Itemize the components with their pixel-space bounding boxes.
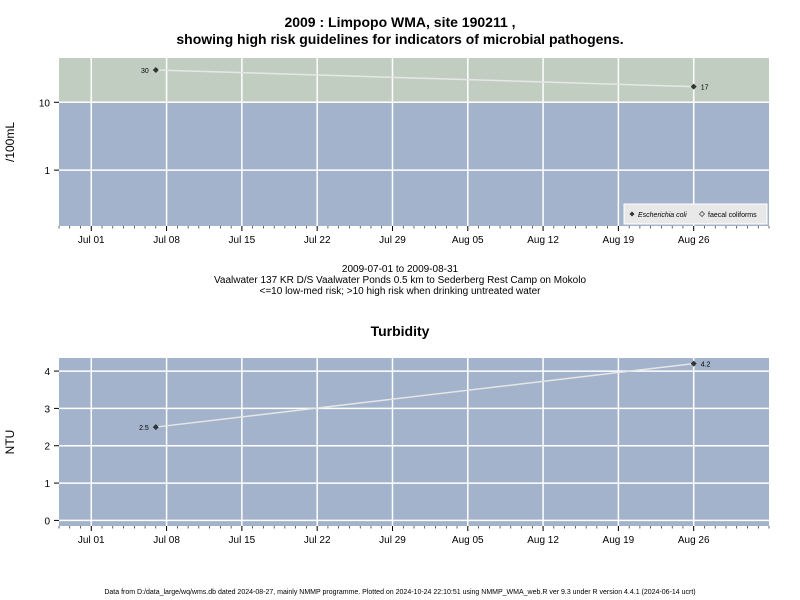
- x-tick-label: Jul 22: [304, 535, 331, 546]
- y-tick-label: 1: [44, 479, 50, 490]
- x-tick-label: Aug 05: [452, 235, 484, 246]
- y-tick-label: 0: [44, 516, 50, 527]
- x-tick-label: Jul 22: [304, 235, 331, 246]
- x-tick-label: Jul 15: [229, 535, 256, 546]
- x-tick-label: Jul 29: [379, 235, 406, 246]
- x-tick-label: Aug 26: [678, 235, 710, 246]
- risk-note-text: <=10 low-med risk; >10 high risk when dr…: [259, 286, 541, 297]
- panel-microbial: Jul 01 Jul 08 Jul 15 Jul 22 Jul 29 Aug 05 Aug …: [3, 58, 770, 246]
- data-label: 4.2: [701, 362, 711, 369]
- y-axis-label: NTU: [3, 430, 17, 455]
- data-point: [690, 83, 697, 90]
- x-tick-label: Aug 12: [527, 235, 559, 246]
- y-tick-label: 1: [44, 166, 50, 177]
- panel-turbidity: Jul 01 Jul 08 Jul 15 Jul 22 Jul 29 Aug 05 Aug …: [3, 358, 770, 546]
- date-range-text: 2009-07-01 to 2009-08-31: [341, 264, 459, 275]
- x-tick-label: Jul 08: [153, 535, 180, 546]
- x-tick-label: Aug 26: [678, 535, 710, 546]
- turbidity-title: Turbidity: [370, 323, 430, 339]
- high-risk-zone: [59, 58, 769, 103]
- y-tick-label: 10: [39, 98, 51, 109]
- x-tick-label: Jul 01: [78, 535, 105, 546]
- x-tick-label: Jul 29: [379, 535, 406, 546]
- data-point: [152, 66, 159, 73]
- legend-marker-faecal: [699, 211, 705, 217]
- site-description-text: Vaalwater 137 KR D/S Vaalwater Ponds 0.5…: [213, 275, 587, 286]
- legend-label-ecoli: Escherichia coli: [638, 212, 687, 219]
- y-tick-label: 2: [44, 442, 50, 453]
- x-tick-label: Jul 01: [78, 235, 105, 246]
- x-tick-label: Aug 19: [603, 235, 635, 246]
- series-line: [155, 69, 694, 88]
- legend-label-faecal: faecal coliforms: [708, 212, 757, 219]
- legend-marker-ecoli: [629, 211, 635, 217]
- x-tick-label: Jul 08: [153, 235, 180, 246]
- data-label: 17: [701, 85, 709, 92]
- legend-box: [623, 203, 768, 225]
- series-line: [155, 362, 694, 428]
- y-tick-label: 4: [44, 367, 50, 378]
- x-tick-label: Aug 19: [603, 535, 635, 546]
- legend: Escherichia coli faecal coliforms: [623, 203, 768, 225]
- x-tick-label: Jul 15: [229, 235, 256, 246]
- data-point: [690, 360, 697, 367]
- chart-title-line1: 2009 : Limpopo WMA, site 190211 ,: [284, 14, 516, 30]
- footer-source-note: Data from D:/data_large/wq/wms.db dated …: [104, 589, 696, 596]
- x-tick-label: Aug 12: [527, 535, 559, 546]
- data-label: 30: [141, 68, 149, 75]
- y-tick-label: 3: [44, 404, 50, 415]
- chart-title-line2: showing high risk guidelines for indicat…: [176, 31, 624, 47]
- x-tick-label: Aug 05: [452, 535, 484, 546]
- data-label: 2.5: [139, 425, 149, 432]
- panel-background-turbidity: [59, 358, 769, 526]
- y-axis-label: /100mL: [3, 122, 17, 162]
- data-point: [152, 424, 159, 431]
